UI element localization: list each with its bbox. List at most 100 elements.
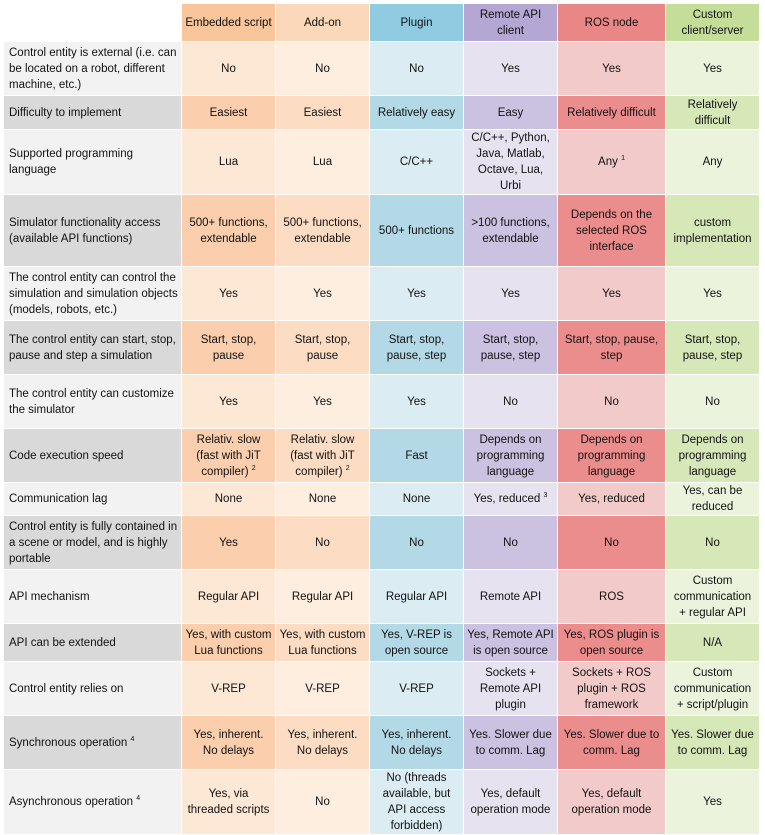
row-label: Code execution speed: [3, 428, 182, 483]
table-cell: Yes, with custom Lua functions: [275, 623, 370, 662]
table-cell: Depends on programming language: [463, 428, 558, 483]
table-cell: No: [557, 515, 666, 570]
footnote-marker: 4: [130, 735, 135, 743]
table-cell: 500+ functions, extendable: [275, 194, 370, 267]
cell-text: Yes: [407, 395, 426, 408]
table-cell: No: [275, 769, 370, 835]
row-label: Control entity relies on: [3, 661, 182, 716]
row-label-text: Control entity relies on: [9, 682, 124, 695]
row-label-text: The control entity can control the simul…: [9, 271, 178, 316]
cell-text: Easiest: [303, 106, 342, 119]
table-row: The control entity can start, stop, paus…: [3, 320, 760, 375]
table-cell: No: [369, 41, 464, 96]
cell-text: Relativ. slow (fast with JiT compiler): [196, 433, 261, 478]
table-cell: Easiest: [275, 95, 370, 130]
row-label: Difficulty to implement: [3, 95, 182, 130]
table-cell: Yes: [181, 374, 276, 429]
cell-text: Yes: [313, 395, 332, 408]
table-cell: Start, stop, pause: [181, 320, 276, 375]
row-label-text: Control entity is external (i.e. can be …: [9, 46, 177, 91]
cell-text: No: [315, 796, 330, 808]
cell-text: Yes, inherent. No delays: [193, 728, 264, 757]
cell-text: V-REP: [399, 682, 434, 695]
table-row: The control entity can customize the sim…: [3, 374, 760, 429]
row-label: The control entity can control the simul…: [3, 266, 182, 321]
header-add-on: Add-on: [275, 3, 370, 42]
table-cell: Any: [665, 129, 760, 195]
cell-text: No (threads available, but API access fo…: [382, 772, 451, 832]
cell-text: Yes: [602, 62, 621, 75]
table-row: API can be extended Yes, with custom Lua …: [3, 623, 760, 662]
cell-text: Yes: [703, 287, 722, 300]
cell-text: Relatively difficult: [687, 98, 738, 127]
row-label-text: Code execution speed: [9, 449, 124, 462]
table-row: Simulator functionality access (availabl…: [3, 194, 760, 267]
row-label-text: API can be extended: [9, 636, 116, 649]
cell-text: Yes: [313, 287, 332, 300]
table-cell: Regular API: [181, 569, 276, 624]
table-cell: V-REP: [181, 661, 276, 716]
cell-text: No: [409, 62, 424, 75]
cell-text: Start, stop, pause, step: [682, 333, 743, 362]
table-cell: Yes: [665, 769, 760, 835]
cell-text: Yes, default operation mode: [571, 788, 652, 816]
cell-text: Fast: [405, 449, 428, 462]
table-row: Control entity is external (i.e. can be …: [3, 41, 760, 96]
table-cell: Start, stop, pause, step: [463, 320, 558, 375]
table-cell: Custom communication + script/plugin: [665, 661, 760, 716]
cell-text: Start, stop, pause, step: [386, 333, 447, 362]
table-cell: Yes, default operation mode: [463, 769, 558, 835]
table-cell: No: [665, 374, 760, 429]
table-cell: C/C++, Python, Java, Matlab, Octave, Lua…: [463, 129, 558, 195]
table-cell: Yes, inherent. No delays: [369, 715, 464, 770]
row-label: Simulator functionality access (availabl…: [3, 194, 182, 267]
table-cell: No: [181, 41, 276, 96]
cell-text: Regular API: [197, 590, 260, 603]
table-cell: Fast: [369, 428, 464, 483]
footnote-marker: 2: [251, 464, 256, 472]
corner-cell: [3, 3, 182, 42]
cell-text: Any: [702, 156, 723, 168]
table-cell: Yes: [557, 266, 666, 321]
table-cell: Easiest: [181, 95, 276, 130]
cell-text: Yes, default operation mode: [470, 788, 551, 816]
cell-text: No: [705, 395, 720, 408]
table-cell: No: [463, 374, 558, 429]
table-cell: ROS: [557, 569, 666, 624]
table-cell: Yes, inherent. No delays: [275, 715, 370, 770]
table-cell: custom implementation: [665, 194, 760, 267]
cell-text: C/C++, Python, Java, Matlab, Octave, Lua…: [471, 132, 550, 192]
table-cell: Yes. Slower due to comm. Lag: [463, 715, 558, 770]
cell-text: No: [315, 536, 330, 549]
cell-text: V-REP: [305, 682, 340, 695]
cell-text: Start, stop, pause, step: [480, 333, 541, 362]
cell-text: Yes, with custom Lua functions: [185, 628, 272, 657]
cell-text: C/C++: [399, 156, 434, 168]
table-cell: Yes: [463, 266, 558, 321]
cell-text: Yes, inherent. No delays: [287, 728, 358, 757]
table-cell: Yes. Slower due to comm. Lag: [665, 715, 760, 770]
cell-text: No: [705, 536, 720, 549]
table-cell: No: [557, 374, 666, 429]
table-cell: No: [369, 515, 464, 570]
cell-text: None: [308, 493, 337, 505]
table-cell: Relatively easy: [369, 95, 464, 130]
table-cell: Yes: [665, 41, 760, 96]
table-cell: Yes, with custom Lua functions: [181, 623, 276, 662]
row-label: API mechanism: [3, 569, 182, 624]
cell-text: No: [221, 62, 236, 75]
cell-text: Yes, reduced: [578, 493, 645, 505]
table-cell: 500+ functions, extendable: [181, 194, 276, 267]
footnote-marker: 4: [136, 795, 141, 803]
table-cell: None: [275, 482, 370, 516]
footnote-marker: 1: [621, 155, 625, 163]
cell-text: Lua: [312, 156, 333, 168]
table-cell: Regular API: [369, 569, 464, 624]
footnote-marker: 3: [543, 492, 548, 500]
cell-text: No: [604, 395, 619, 408]
table-cell: Lua: [275, 129, 370, 195]
row-label: Communication lag: [3, 482, 182, 516]
row-label-text: Communication lag: [9, 493, 108, 505]
cell-text: Yes: [219, 395, 238, 408]
cell-text: Yes, with custom Lua functions: [279, 628, 366, 657]
